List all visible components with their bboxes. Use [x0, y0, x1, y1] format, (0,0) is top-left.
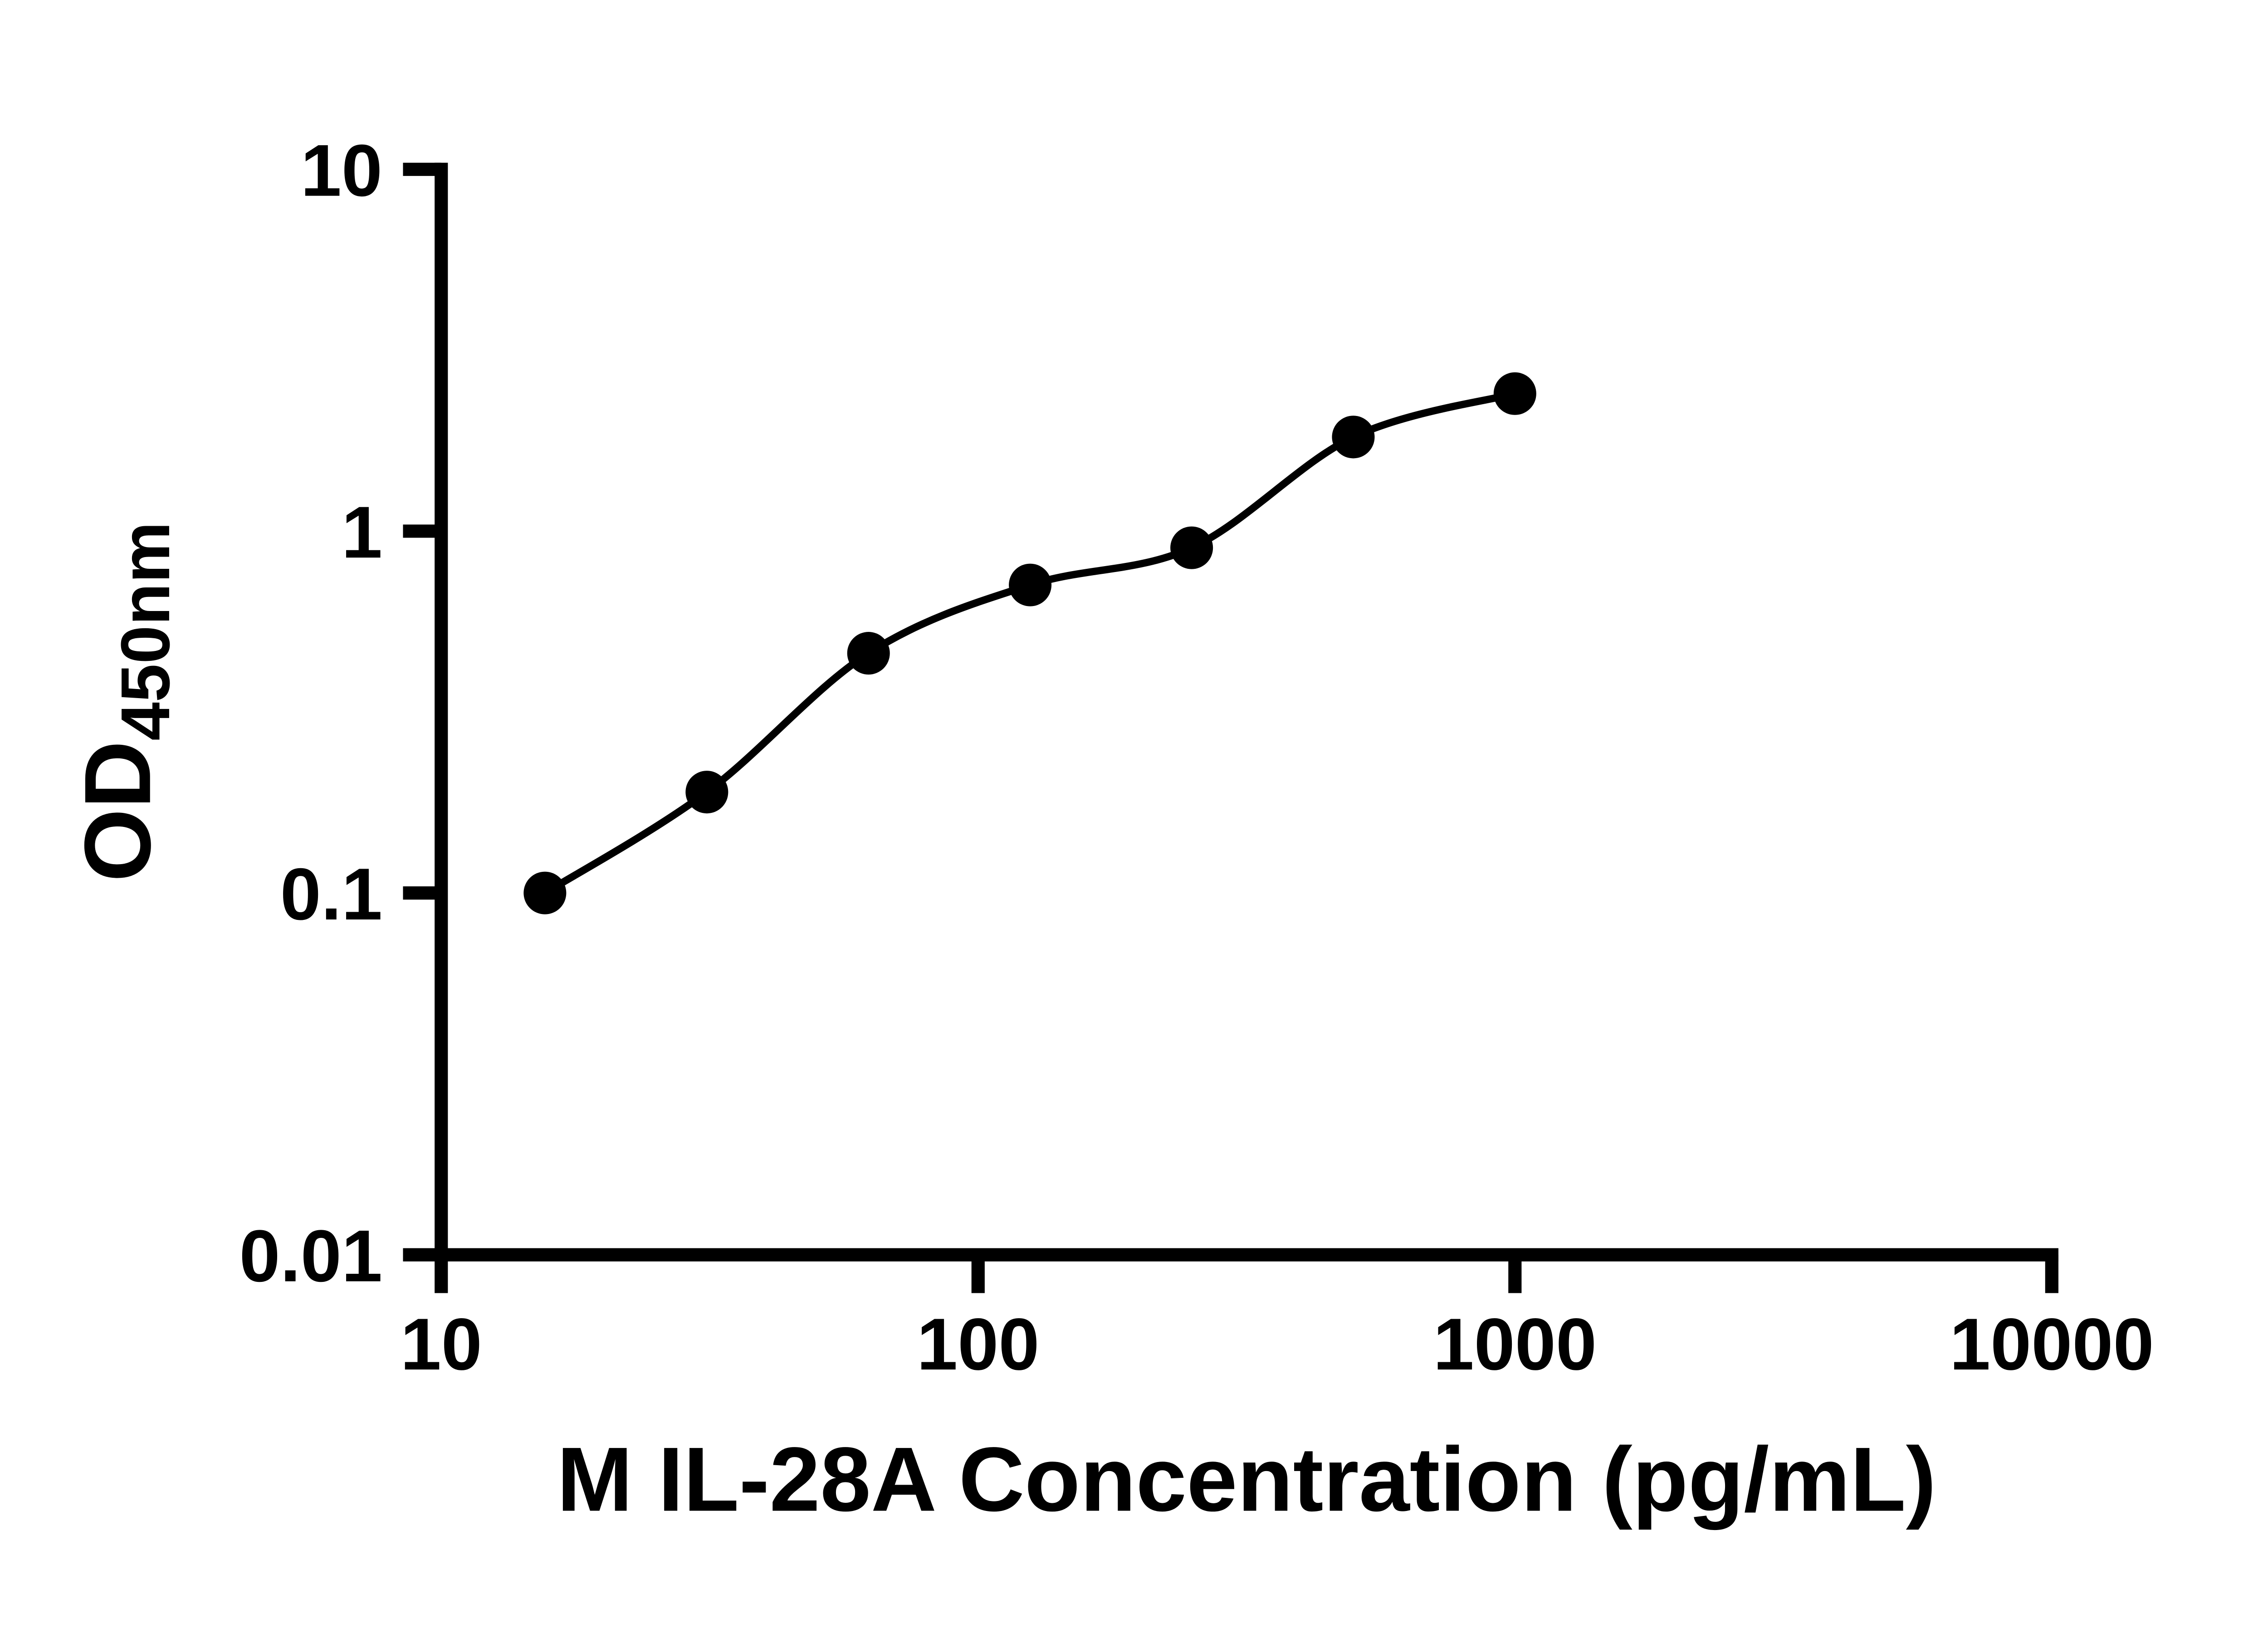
y-axis-title-main: OD	[65, 741, 170, 882]
x-tick-label: 10000	[1950, 1303, 2154, 1385]
y-tick-label: 10	[301, 130, 382, 212]
y-axis-title: OD450nm	[65, 522, 184, 882]
x-axis-title: M IL-28A Concentration (pg/mL)	[557, 1428, 1936, 1530]
data-point	[685, 771, 728, 814]
x-tick-label: 10	[401, 1303, 482, 1385]
ticks	[403, 162, 2058, 1293]
data-point	[847, 632, 890, 675]
y-tick-label: 0.01	[240, 1215, 383, 1297]
y-tick-label: 0.1	[280, 853, 382, 935]
fit-curve	[543, 390, 1516, 896]
data-point	[1332, 416, 1375, 459]
y-tick-label: 1	[342, 491, 382, 573]
x-tick-label: 1000	[1433, 1303, 1597, 1385]
data-point	[1493, 372, 1536, 415]
data-point	[523, 871, 567, 914]
data-point	[1170, 526, 1213, 569]
data-point	[1009, 563, 1052, 606]
y-axis-title-subscript: 450nm	[107, 522, 184, 741]
tick-labels: 10 100 1000 10000 0.01 0.1 1 10	[240, 130, 2154, 1386]
x-tick-label: 100	[917, 1303, 1039, 1385]
axes	[435, 162, 2058, 1261]
data-points	[523, 372, 1536, 914]
